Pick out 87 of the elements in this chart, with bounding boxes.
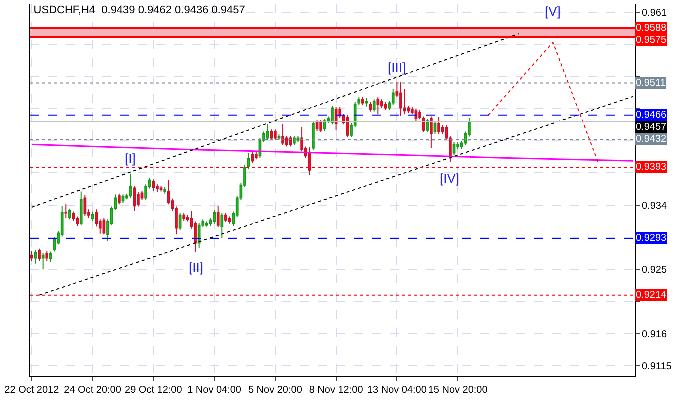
candlestick (91, 211, 94, 222)
annotation: [IV] (440, 171, 460, 186)
candlestick (365, 98, 368, 108)
candlestick (376, 97, 380, 116)
candlestick (206, 221, 208, 228)
x-tick-label: 15 Nov 20:00 (428, 385, 488, 396)
candlestick (30, 250, 34, 262)
candlestick (164, 187, 167, 194)
ref-line-label: 0.9214 (636, 290, 668, 301)
candlestick (270, 129, 274, 141)
candlestick (430, 116, 433, 149)
candlestick (122, 194, 125, 204)
candlestick (426, 118, 430, 134)
candlestick (251, 152, 254, 164)
candlestick (247, 152, 250, 170)
candlestick (372, 99, 376, 112)
candlestick (198, 222, 201, 249)
annotation: [II] (189, 260, 204, 275)
candlestick (418, 110, 422, 120)
x-tick-label: 24 Oct 20:00 (64, 385, 122, 396)
candlestick (296, 136, 300, 144)
candlestick (438, 117, 440, 134)
ref-line-label: 0.9432 (636, 134, 668, 145)
candlestick (46, 250, 49, 262)
candlestick (42, 252, 45, 270)
candlestick (152, 179, 156, 192)
candlestick (331, 106, 334, 126)
candlestick (228, 216, 232, 224)
candlestick (312, 121, 315, 151)
ref-line-label: 0.9588 (636, 23, 668, 34)
candlestick (50, 251, 52, 263)
candlestick (308, 147, 312, 176)
x-tick-label: 8 Nov 12:00 (309, 385, 364, 396)
candlestick (76, 216, 79, 227)
candlestick (289, 136, 292, 148)
y-tick-label: 0.916 (642, 329, 668, 340)
ref-line-label: 0.9466 (636, 110, 668, 121)
candlestick (213, 210, 216, 224)
ref-line-label: 0.9511 (636, 78, 666, 89)
candlestick (254, 152, 258, 160)
y-tick-label: 0.961 (642, 8, 668, 20)
y-tick-label: 0.925 (642, 265, 668, 276)
x-tick-label: 13 Nov 04:00 (367, 385, 428, 396)
candlestick (178, 212, 182, 231)
annotation: [I] (125, 151, 136, 166)
candlestick (400, 82, 402, 117)
candlestick (266, 123, 270, 141)
candlestick (160, 186, 163, 192)
y-tick-label: 0.9115 (642, 362, 672, 372)
candlestick (323, 118, 326, 132)
candlestick (118, 193, 121, 206)
candlestick (293, 136, 296, 146)
candlestick (34, 250, 38, 264)
candlestick (384, 102, 388, 111)
candlestick (282, 123, 284, 146)
candlestick (362, 97, 364, 106)
candlestick (320, 120, 323, 134)
candlestick (422, 116, 426, 134)
y-tick-label: 0.934 (642, 200, 668, 212)
candlestick (64, 204, 68, 219)
x-tick-label: 29 Oct 12:00 (125, 385, 183, 396)
candlestick (452, 142, 456, 156)
x-tick-label: 22 Oct 2012 (4, 385, 60, 396)
ref-line-label: 0.9293 (636, 233, 668, 244)
candlestick (224, 212, 228, 223)
candlestick (434, 121, 437, 134)
candlestick (80, 191, 83, 226)
x-tick-label: 5 Nov 20:00 (248, 385, 303, 396)
candlestick (72, 211, 76, 222)
candlestick (216, 206, 220, 228)
x-tick-label: 1 Nov 04:00 (188, 385, 242, 396)
ref-line-label: 0.9575 (636, 35, 668, 46)
ref-line-label: 0.9393 (636, 162, 668, 173)
candlestick (84, 194, 87, 217)
candlestick (278, 134, 281, 141)
ref-line-label: 0.9457 (636, 122, 668, 133)
candlestick (369, 102, 372, 112)
candlestick (68, 208, 72, 220)
candlestick (129, 173, 132, 199)
annotation: [III] (388, 60, 406, 75)
chart-title: USDCHF,H4 0.9439 0.9462 0.9436 0.9457 (34, 4, 246, 17)
candlestick (274, 129, 277, 141)
annotation: [V] (545, 4, 561, 19)
candlestick (38, 248, 41, 262)
candlestick (220, 212, 224, 239)
candlestick (182, 212, 186, 222)
candlestick (133, 186, 136, 212)
